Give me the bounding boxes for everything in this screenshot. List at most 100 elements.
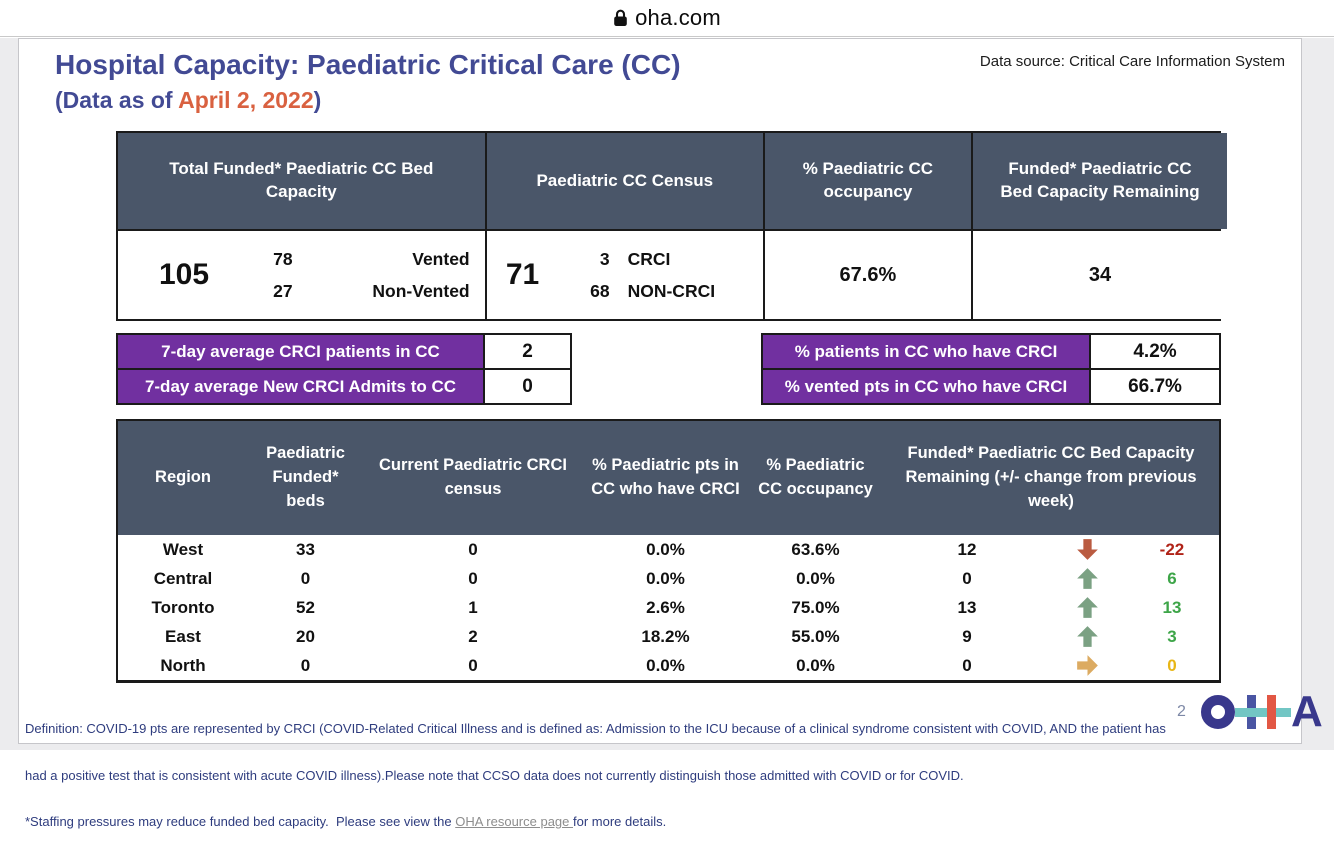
oha-logo: A <box>1201 687 1323 736</box>
data-date: April 2, 2022 <box>178 87 314 113</box>
remaining-cell: 12 <box>957 539 977 559</box>
page-title: Hospital Capacity: Paediatric Critical C… <box>55 49 681 80</box>
remaining-combo-cell: 0 0 <box>883 651 1219 680</box>
trend-arrow-icon <box>1051 651 1125 680</box>
pct-crci-cell: 2.6% <box>646 597 685 617</box>
table-row: East 20 2 18.2% 55.0% 9 3 <box>118 622 1219 651</box>
trend-arrow-icon <box>1051 535 1125 564</box>
footer-definition: Definition: COVID-19 pts are represented… <box>25 690 1166 861</box>
col-header-occupancy: % Paediatric CC occupancy <box>758 456 873 498</box>
summary-census-cell: 71 3 CRCI 68 NON-CRCI <box>486 231 763 319</box>
footer-line-3: *Staffing pressures may reduce funded be… <box>25 814 1166 830</box>
summary-header-remaining: Funded* Paediatric CC Bed Capacity Remai… <box>972 133 1228 229</box>
noncrci-label: NON-CRCI <box>627 280 716 301</box>
crci-census-cell: 0 <box>468 655 478 675</box>
summary-header-capacity: Total Funded* Paediatric CC Bed Capacity <box>118 133 485 229</box>
col-header-crci-census: Current Paediatric CRCI census <box>379 456 567 498</box>
pct-occupancy-cell: 0.0% <box>796 655 835 675</box>
region-cell: Central <box>153 568 213 588</box>
pct-crci-cell: 0.0% <box>646 539 685 559</box>
crci-census-cell: 0 <box>468 539 478 559</box>
table-row: West 33 0 0.0% 63.6% 12 -22 <box>118 535 1219 564</box>
col-header-region: Region <box>155 468 211 487</box>
subtitle-prefix: (Data as of <box>55 87 179 113</box>
nonvented-value: 27 <box>273 280 293 301</box>
summary-header-occupancy: % Paediatric CC occupancy <box>764 133 971 229</box>
change-cell: 6 <box>1167 568 1177 588</box>
nonvented-label: Non-Vented <box>372 280 470 301</box>
avg-new-admits-label: 7-day average New CRCI Admits to CC <box>118 370 483 403</box>
browser-address-bar[interactable]: oha.com <box>0 0 1334 37</box>
page-number: 2 <box>1177 703 1186 720</box>
funded-beds-cell: 52 <box>296 597 315 617</box>
logo-letter-a: A <box>1291 687 1323 736</box>
remaining-cell: 9 <box>962 626 972 646</box>
logo-letter-h-icon <box>1235 695 1291 729</box>
crci-census-cell: 2 <box>468 626 478 646</box>
page-subtitle: (Data as of April 2, 2022) <box>55 87 321 114</box>
logo-letter-o <box>1201 695 1235 729</box>
pct-patients-crci-value: 4.2% <box>1091 335 1219 368</box>
crci-census-cell: 1 <box>468 597 478 617</box>
remaining-cell: 13 <box>957 597 977 617</box>
pct-occupancy-cell: 75.0% <box>791 597 840 617</box>
noncrci-value: 68 <box>590 280 610 301</box>
regional-table-body: West 33 0 0.0% 63.6% 12 -22 Central 0 0 … <box>118 535 1219 680</box>
remaining-cell: 0 <box>962 568 972 588</box>
subtitle-suffix: ) <box>313 87 322 113</box>
change-cell: 0 <box>1167 655 1177 675</box>
remaining-combo-cell: 0 6 <box>883 564 1219 593</box>
summary-capacity-cell: 105 78 Vented 27 Non-Vented <box>118 231 485 319</box>
census-total-value: 71 <box>505 258 540 291</box>
regional-table: Region Paediatric Funded* beds Current P… <box>116 419 1221 683</box>
crci-label: CRCI <box>627 248 671 269</box>
vented-value: 78 <box>273 248 293 269</box>
funded-beds-cell: 33 <box>296 539 315 559</box>
funded-beds-cell: 0 <box>300 655 311 675</box>
oha-resource-page-link[interactable]: OHA resource page <box>455 814 574 829</box>
crci-value: 3 <box>599 248 610 269</box>
pct-crci-cell: 18.2% <box>641 626 690 646</box>
region-cell: West <box>162 539 204 559</box>
vented-label: Vented <box>412 248 470 269</box>
change-cell: -22 <box>1159 539 1185 559</box>
col-header-remaining: Funded* Paediatric CC Bed Capacity Remai… <box>905 444 1197 510</box>
remaining-combo-cell: 12 -22 <box>883 535 1219 564</box>
crci-average-box: 7-day average CRCI patients in CC 2 7-da… <box>116 333 572 405</box>
change-cell: 13 <box>1162 597 1182 617</box>
pct-crci-cell: 0.0% <box>646 655 685 675</box>
regional-table-header: Region Paediatric Funded* beds Current P… <box>118 421 1219 535</box>
funded-beds-cell: 0 <box>300 568 311 588</box>
data-source-label: Data source: Critical Care Information S… <box>979 53 1285 70</box>
pct-vented-crci-label: % vented pts in CC who have CRCI <box>763 370 1089 403</box>
footer-line-3-post: for more details. <box>573 814 667 829</box>
total-capacity-value: 105 <box>158 258 210 291</box>
crci-percent-box: % patients in CC who have CRCI 4.2% % ve… <box>761 333 1221 405</box>
pct-vented-crci-value: 66.7% <box>1091 370 1219 403</box>
avg-new-admits-value: 0 <box>485 370 570 403</box>
footer-line-2: had a positive test that is consistent w… <box>25 767 964 783</box>
pct-occupancy-cell: 63.6% <box>791 539 840 559</box>
region-cell: East <box>165 626 201 646</box>
funded-beds-cell: 20 <box>296 626 315 646</box>
remaining-cell: 0 <box>962 655 972 675</box>
table-row: North 0 0 0.0% 0.0% 0 0 <box>118 651 1219 680</box>
col-header-funded-beds: Paediatric Funded* beds <box>266 444 345 510</box>
remaining-value: 34 <box>972 231 1228 319</box>
crci-census-cell: 0 <box>468 568 478 588</box>
change-cell: 3 <box>1167 626 1177 646</box>
url-text: oha.com <box>635 5 721 30</box>
region-cell: Toronto <box>151 597 215 617</box>
pct-occupancy-cell: 55.0% <box>791 626 840 646</box>
footer-line-1: Definition: COVID-19 pts are represented… <box>25 721 1166 736</box>
trend-arrow-icon <box>1051 593 1125 622</box>
dashboard-slide: Hospital Capacity: Paediatric Critical C… <box>18 38 1323 829</box>
region-cell: North <box>160 655 206 675</box>
lock-icon <box>613 9 628 27</box>
avg-crci-patients-value: 2 <box>485 335 570 368</box>
trend-arrow-icon <box>1051 564 1125 593</box>
table-row: Central 0 0 0.0% 0.0% 0 6 <box>118 564 1219 593</box>
avg-crci-patients-label: 7-day average CRCI patients in CC <box>118 335 483 368</box>
remaining-combo-cell: 9 3 <box>883 622 1219 651</box>
footer-line-3-pre: *Staffing pressures may reduce funded be… <box>25 814 456 829</box>
